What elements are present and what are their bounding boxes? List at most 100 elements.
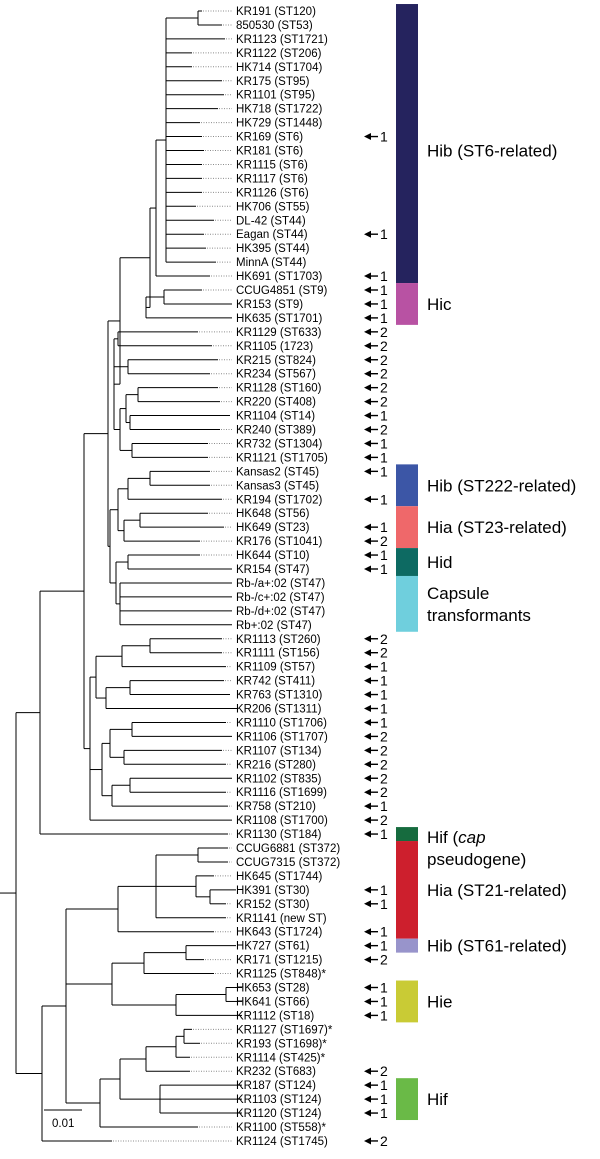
arrow-left-icon — [364, 900, 371, 908]
arrow-marker: 1 — [364, 491, 388, 507]
taxon-label: CCUG4851 (ST9) — [236, 285, 328, 297]
tree-branches — [0, 10, 242, 1142]
arrow-left-icon — [364, 314, 371, 322]
arrow-left-icon — [364, 886, 371, 894]
arrow-left-icon — [364, 537, 371, 545]
marker-number: 2 — [380, 380, 388, 396]
arrow-marker: 1 — [364, 882, 388, 898]
arrow-left-icon — [364, 649, 371, 657]
taxon-label: HK706 (ST55) — [236, 201, 310, 213]
taxon-label: KR1116 (ST1699) — [236, 787, 327, 799]
arrow-markers: 1111112222221211111211221111122222121111… — [364, 129, 388, 1149]
taxon-label: KR1121 (ST1705) — [236, 452, 328, 464]
taxon-label: KR1128 (ST160) — [236, 383, 322, 395]
taxon-label: KR152 (ST30) — [236, 899, 310, 911]
taxon-label: KR732 (ST1304) — [236, 438, 322, 450]
marker-number: 2 — [380, 422, 388, 438]
arrow-marker: 2 — [364, 812, 388, 828]
taxon-label: HK691 (ST1703) — [236, 271, 322, 283]
serotype-bar — [396, 980, 418, 1023]
arrow-left-icon — [364, 133, 371, 141]
marker-number: 2 — [380, 784, 388, 800]
taxon-label: KR1141 (new ST) — [236, 913, 327, 925]
marker-number: 1 — [380, 924, 388, 940]
arrow-marker: 1 — [364, 938, 388, 954]
arrow-left-icon — [364, 830, 371, 838]
serotype-bar — [396, 827, 418, 842]
marker-number: 1 — [380, 1077, 388, 1093]
group-label: Hie — [427, 992, 453, 1011]
group-label: Hif — [427, 1090, 448, 1109]
arrow-marker: 2 — [364, 422, 388, 438]
marker-number: 1 — [380, 714, 388, 730]
marker-number: 1 — [380, 226, 388, 242]
taxon-label: HK729 (ST1448) — [236, 118, 322, 130]
arrow-left-icon — [364, 802, 371, 810]
group-label: Hib (ST61-related) — [427, 937, 567, 956]
marker-number: 1 — [380, 882, 388, 898]
marker-number: 1 — [380, 463, 388, 479]
marker-number: 2 — [380, 533, 388, 549]
taxon-label: KR1101 (ST95) — [236, 90, 315, 102]
marker-number: 1 — [380, 701, 388, 717]
group-labels: Hib (ST6-related) Hic Hib (ST222-related) H… — [427, 142, 576, 1110]
taxon-label: KR1110 (ST1706) — [236, 717, 327, 729]
arrow-marker: 1 — [364, 268, 388, 284]
taxon-label: KR1109 (ST57) — [236, 662, 315, 674]
taxon-label: Rb+:02 (ST47) — [236, 620, 312, 632]
arrow-marker: 2 — [364, 645, 388, 661]
arrow-left-icon — [364, 565, 371, 573]
marker-number: 1 — [380, 1007, 388, 1023]
taxon-label: KR763 (ST1310) — [236, 690, 322, 702]
arrow-left-icon — [364, 663, 371, 671]
marker-number: 1 — [380, 282, 388, 298]
arrow-left-icon — [364, 705, 371, 712]
taxon-label: KR176 (ST1041) — [236, 536, 322, 548]
group-label: Hif (cap — [427, 828, 486, 847]
taxon-label: HK641 (ST66) — [236, 996, 310, 1008]
arrow-left-icon — [364, 342, 371, 350]
arrow-marker: 2 — [364, 352, 388, 368]
marker-number: 1 — [380, 435, 388, 451]
arrow-left-icon — [364, 1109, 371, 1117]
taxon-label: KR153 (ST9) — [236, 299, 303, 311]
taxon-label: CCUG7315 (ST372) — [236, 857, 340, 869]
arrow-marker: 1 — [364, 1091, 388, 1107]
arrow-marker: 2 — [364, 742, 388, 758]
taxon-label: HK391 (ST30) — [236, 885, 310, 897]
taxon-label: KR1105 (1723) — [236, 341, 313, 353]
marker-number: 1 — [380, 547, 388, 563]
serotype-bar — [396, 938, 418, 953]
taxon-label: KR171 (ST1215) — [236, 955, 322, 967]
taxon-label: Rb-/d+:02 (ST47) — [236, 606, 325, 618]
marker-number: 1 — [380, 826, 388, 842]
taxon-label: Kansas3 (ST45) — [236, 480, 319, 492]
arrow-left-icon — [364, 523, 371, 531]
arrow-marker: 1 — [364, 310, 388, 326]
group-label: Hid — [427, 553, 453, 572]
marker-number: 2 — [380, 1133, 388, 1149]
marker-number: 1 — [380, 310, 388, 326]
marker-number: 2 — [380, 770, 388, 786]
marker-number: 1 — [380, 491, 388, 507]
arrow-marker: 2 — [364, 1133, 388, 1149]
arrow-marker: 2 — [364, 394, 388, 410]
group-label: pseudogene) — [427, 850, 526, 869]
arrow-marker: 1 — [364, 701, 388, 717]
marker-number: 1 — [380, 1091, 388, 1107]
arrow-left-icon — [364, 997, 371, 1005]
taxon-label: KR1113 (ST260) — [236, 634, 321, 646]
marker-number: 1 — [380, 519, 388, 535]
taxon-label: KR1117 (ST6) — [236, 173, 308, 185]
taxon-label: KR240 (ST389) — [236, 425, 316, 437]
arrow-left-icon — [364, 691, 371, 699]
taxon-label: KR1115 (ST6) — [236, 159, 308, 171]
arrow-marker: 1 — [364, 1105, 388, 1121]
taxon-label: HK635 (ST1701) — [236, 313, 322, 325]
marker-number: 1 — [380, 296, 388, 312]
taxon-label: KR1102 (ST835) — [236, 773, 322, 785]
taxon-label: KR206 (ST1311) — [236, 704, 322, 716]
arrow-left-icon — [364, 356, 371, 364]
taxon-label: HK648 (ST56) — [236, 508, 310, 520]
